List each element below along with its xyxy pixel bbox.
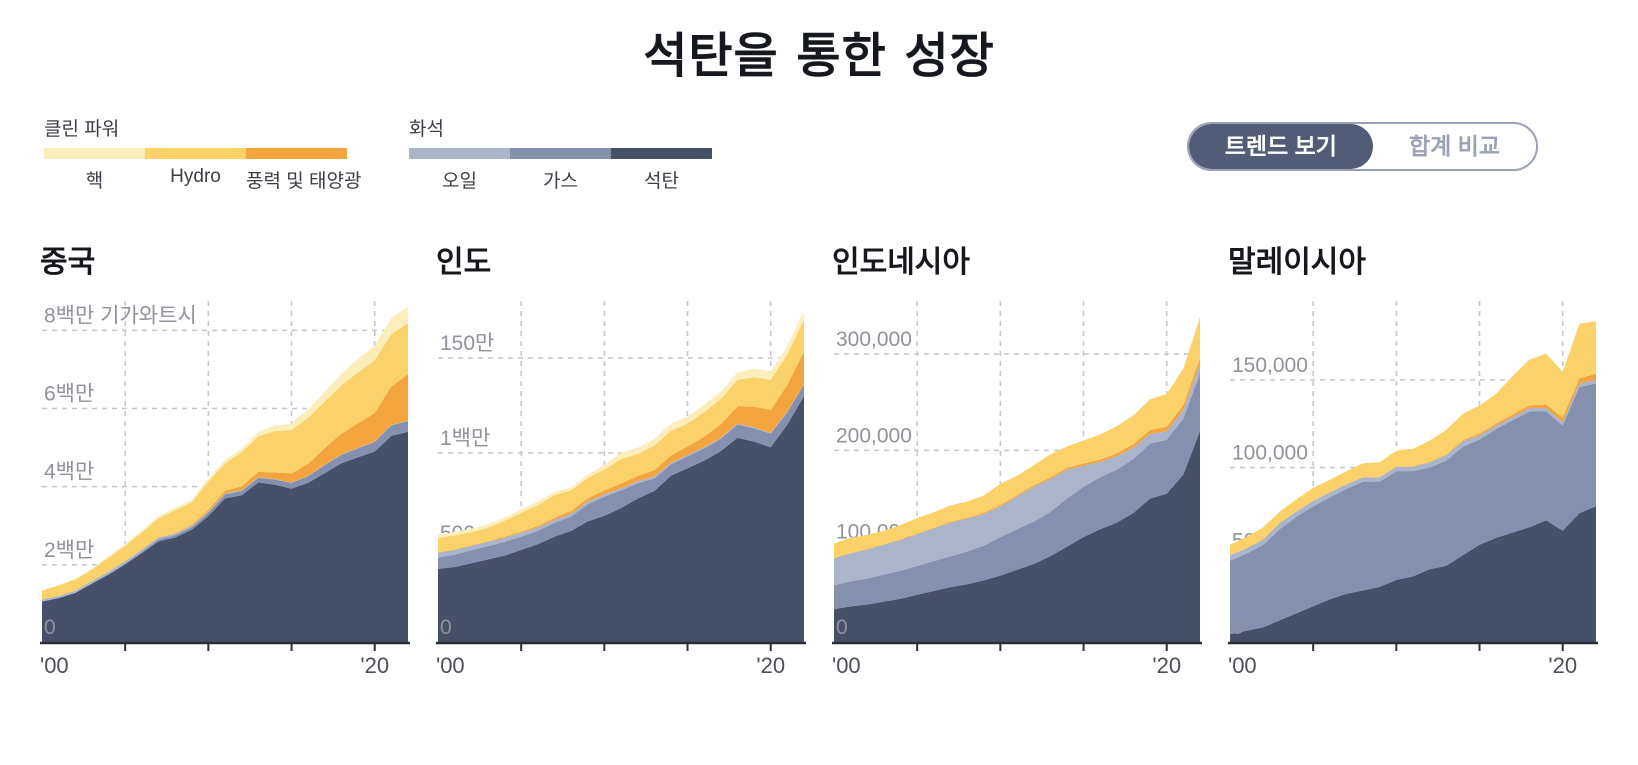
svg-text:2백만: 2백만 (44, 539, 94, 562)
legend: 클린 파워 핵 Hydro 풍력 및 태양광 화석 오일 가스 석 (44, 114, 712, 193)
coal-label: 석탄 (644, 171, 679, 192)
chart-title-malaysia: 말레이시아 (1228, 246, 1366, 279)
wind-solar-label: 풍력 및 태양광 (246, 171, 362, 192)
svg-text:6백만: 6백만 (44, 382, 94, 405)
svg-text:'20: '20 (360, 653, 389, 678)
svg-text:'00: '00 (40, 653, 69, 678)
view-toggle: 트렌드 보기 합계 비교 (1186, 122, 1538, 171)
page-title: 석탄을 통한 성장 (643, 28, 995, 84)
svg-text:0: 0 (440, 616, 452, 639)
controls-row: 클린 파워 핵 Hydro 풍력 및 태양광 화석 오일 가스 석 (0, 92, 1638, 193)
svg-text:200,000: 200,000 (836, 424, 912, 447)
legend-clean-bar (44, 148, 347, 159)
chart-panel-india: 인도 500,0001백만150만0'00'20 (436, 237, 806, 698)
svg-text:1백만: 1백만 (440, 427, 490, 450)
coal-swatch (611, 148, 712, 159)
trend-view-button[interactable]: 트렌드 보기 (1188, 124, 1373, 169)
legend-fossil-bar (409, 148, 712, 159)
total-compare-button[interactable]: 합계 비교 (1373, 124, 1536, 169)
chart-india-area[interactable]: 500,0001백만150만0'00'20 (436, 291, 806, 693)
chart-title-india: 인도 (436, 246, 492, 279)
svg-text:'00: '00 (832, 653, 861, 678)
legend-fossil-title: 화석 (409, 119, 444, 140)
svg-text:'20: '20 (1152, 653, 1181, 678)
svg-text:'00: '00 (436, 653, 465, 678)
oil-label: 오일 (442, 171, 477, 192)
svg-text:0: 0 (836, 616, 848, 639)
chart-title-indonesia: 인도네시아 (832, 246, 970, 279)
oil-swatch (409, 148, 510, 159)
svg-text:300,000: 300,000 (836, 328, 912, 351)
svg-text:'20: '20 (1548, 653, 1577, 678)
svg-text:0: 0 (1232, 616, 1244, 639)
gas-swatch (510, 148, 611, 159)
legend-clean-title: 클린 파워 (44, 119, 120, 140)
svg-text:8백만 기가와트시: 8백만 기가와트시 (44, 304, 197, 327)
svg-text:'00: '00 (1228, 653, 1257, 678)
gas-label: 가스 (543, 171, 578, 192)
legend-fossil-group: 화석 오일 가스 석탄 (409, 114, 712, 193)
svg-text:100,000: 100,000 (1232, 442, 1308, 465)
svg-text:150,000: 150,000 (1232, 354, 1308, 377)
chart-panel-indonesia: 인도네시아 100,000 200,000 300,000 0'00'20 (832, 237, 1202, 698)
svg-text:0: 0 (44, 616, 56, 639)
nuclear-label: 핵 (85, 171, 104, 192)
svg-text:150만: 150만 (440, 332, 494, 355)
wind-solar-swatch (246, 148, 347, 159)
svg-text:4백만: 4백만 (44, 461, 94, 484)
chart-title-china: 중국 (40, 246, 96, 279)
hydro-swatch (145, 148, 246, 159)
chart-panel-china: 중국 2백만 4백만 6백만 8백만 기가와트시 0 '00 '20 (40, 237, 410, 698)
chart-china-area[interactable]: 2백만 4백만 6백만 8백만 기가와트시 0 '00 '20 (40, 291, 410, 693)
nuclear-swatch (44, 148, 145, 159)
svg-text:'20: '20 (756, 653, 785, 678)
legend-clean-group: 클린 파워 핵 Hydro 풍력 및 태양광 (44, 114, 362, 193)
hydro-label: Hydro (170, 166, 221, 187)
